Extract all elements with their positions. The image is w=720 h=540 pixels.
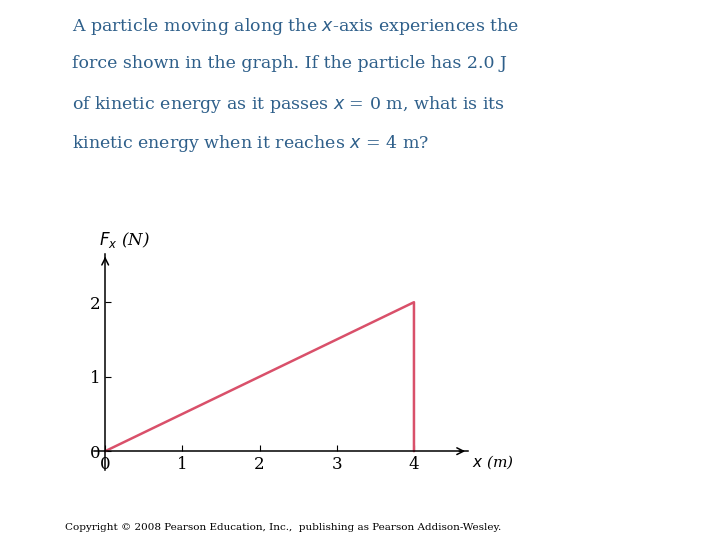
Text: kinetic energy when it reaches $x$ = 4 m?: kinetic energy when it reaches $x$ = 4 m… (72, 133, 429, 154)
Text: $x$ (m): $x$ (m) (472, 454, 514, 471)
Text: Copyright © 2008 Pearson Education, Inc.,  publishing as Pearson Addison-Wesley.: Copyright © 2008 Pearson Education, Inc.… (65, 523, 501, 532)
Text: of kinetic energy as it passes $x$ = 0 m, what is its: of kinetic energy as it passes $x$ = 0 m… (72, 94, 505, 115)
Text: $F_x$ (N): $F_x$ (N) (99, 230, 150, 250)
Text: force shown in the graph. If the particle has 2.0 J: force shown in the graph. If the particl… (72, 55, 507, 72)
Text: A particle moving along the $x$-axis experiences the: A particle moving along the $x$-axis exp… (72, 16, 519, 37)
